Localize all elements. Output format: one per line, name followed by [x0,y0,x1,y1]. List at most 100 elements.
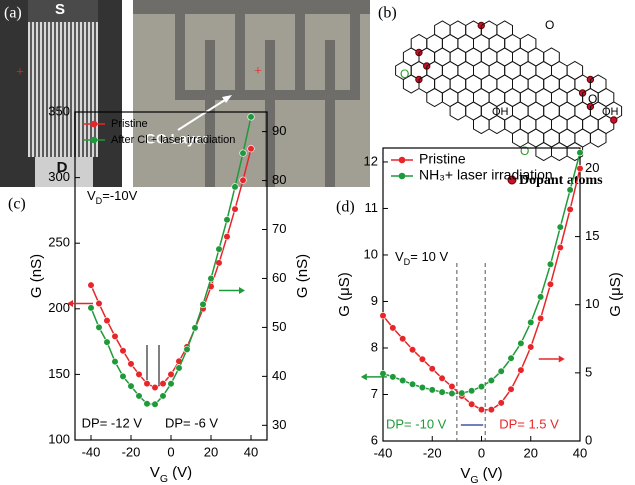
data-point [224,233,231,240]
data-point [112,358,119,365]
data-point [537,294,544,301]
data-point [390,325,397,332]
y-tick-label: 250 [48,235,70,250]
data-point [160,393,167,400]
data-point [176,365,183,372]
legend-marker [91,137,98,144]
data-point [439,389,446,396]
x-tick-label: 20 [524,445,538,460]
data-point [409,346,416,353]
group-label: OH [492,106,509,118]
y-axis-label: G (μS) [336,272,353,316]
annotation-part: V [395,249,404,264]
figure: (a) S D + + GO Layer (b) O O O O OH OH D… [0,0,635,485]
legend-marker [399,173,406,180]
data-point [144,400,151,407]
y2-tick-label: 40 [272,368,286,383]
axis-arrow-head [559,355,565,362]
data-point [488,406,495,413]
legend-marker [399,157,406,164]
x-axis-label: VG (V) [460,465,502,485]
y-tick-label: 200 [48,300,70,315]
data-point [557,224,564,231]
data-point [88,305,95,312]
data-point [459,390,466,397]
channel [28,22,98,157]
data-point [390,374,397,381]
dp-label: DP= 1.5 V [499,416,559,431]
dp-label: DP= -12 V [82,415,143,430]
data-point [478,383,485,390]
y-tick-label: 300 [48,169,70,184]
ring [474,116,490,134]
y2-axis-label: G (μS) [607,272,624,316]
x-axis-label-part: (V) [168,464,192,481]
x-tick-label: -20 [423,445,442,460]
annotation-part: V [87,188,96,203]
y2-axis-label: G (nS) [294,254,311,298]
group-label: O [588,92,597,106]
data-point [380,370,387,377]
data-point [439,375,446,382]
data-point [518,340,525,347]
data-point [232,184,239,191]
x-tick-label: -20 [122,444,141,459]
data-point [240,177,247,184]
source-label: S [55,1,65,18]
data-point [128,361,135,368]
data-point [168,380,175,387]
ring [450,102,466,120]
x-axis-label-part: G [470,474,478,485]
y2-tick-label: 90 [272,123,286,138]
data-point [468,387,475,394]
data-point [527,344,534,351]
panel-label: (b) [378,5,397,22]
y2-tick-label: 20 [585,160,599,175]
ring [536,143,552,161]
data-point [136,371,143,378]
data-point [478,406,485,413]
y2-tick-label: 5 [585,364,592,379]
data-point [88,282,95,289]
data-point [399,335,406,342]
data-point [449,383,456,390]
data-point [136,393,143,400]
axis-arrow-head [361,373,367,380]
annotation: VD=-10V [87,188,138,206]
data-point [508,355,515,362]
ring [590,129,606,147]
annotation-part: = 10 V [410,249,448,264]
data-point [104,339,111,346]
data-point [518,367,525,374]
data-point [468,401,475,408]
data-point [224,216,231,223]
ring [552,143,568,161]
plot-frame [383,148,580,441]
data-point [567,187,574,194]
y2-tick-label: 70 [272,221,286,236]
x-tick-label: 40 [244,444,258,459]
data-point [216,246,223,253]
data-point [240,150,247,157]
data-point [527,319,534,326]
molecule [396,21,622,161]
data-point [160,380,167,387]
x-tick-label: 20 [204,444,218,459]
x-axis-label-part: (V) [479,465,503,482]
data-point [104,317,111,324]
y2-tick-label: 60 [272,270,286,285]
annotation: VD= 10 V [395,249,449,267]
x-axis-label: VG (V) [150,464,192,485]
data-point [120,347,127,354]
legend-label: Pristine [111,118,148,130]
y-tick-label: 11 [365,200,379,215]
group-label: O [545,18,554,32]
data-point [429,387,436,394]
y-tick-label: 150 [48,366,70,381]
series-line [383,153,580,394]
data-point [577,149,584,156]
y2-tick-label: 80 [272,172,286,187]
y2-tick-label: 30 [272,417,286,432]
data-point [449,390,456,397]
data-point [192,325,199,332]
